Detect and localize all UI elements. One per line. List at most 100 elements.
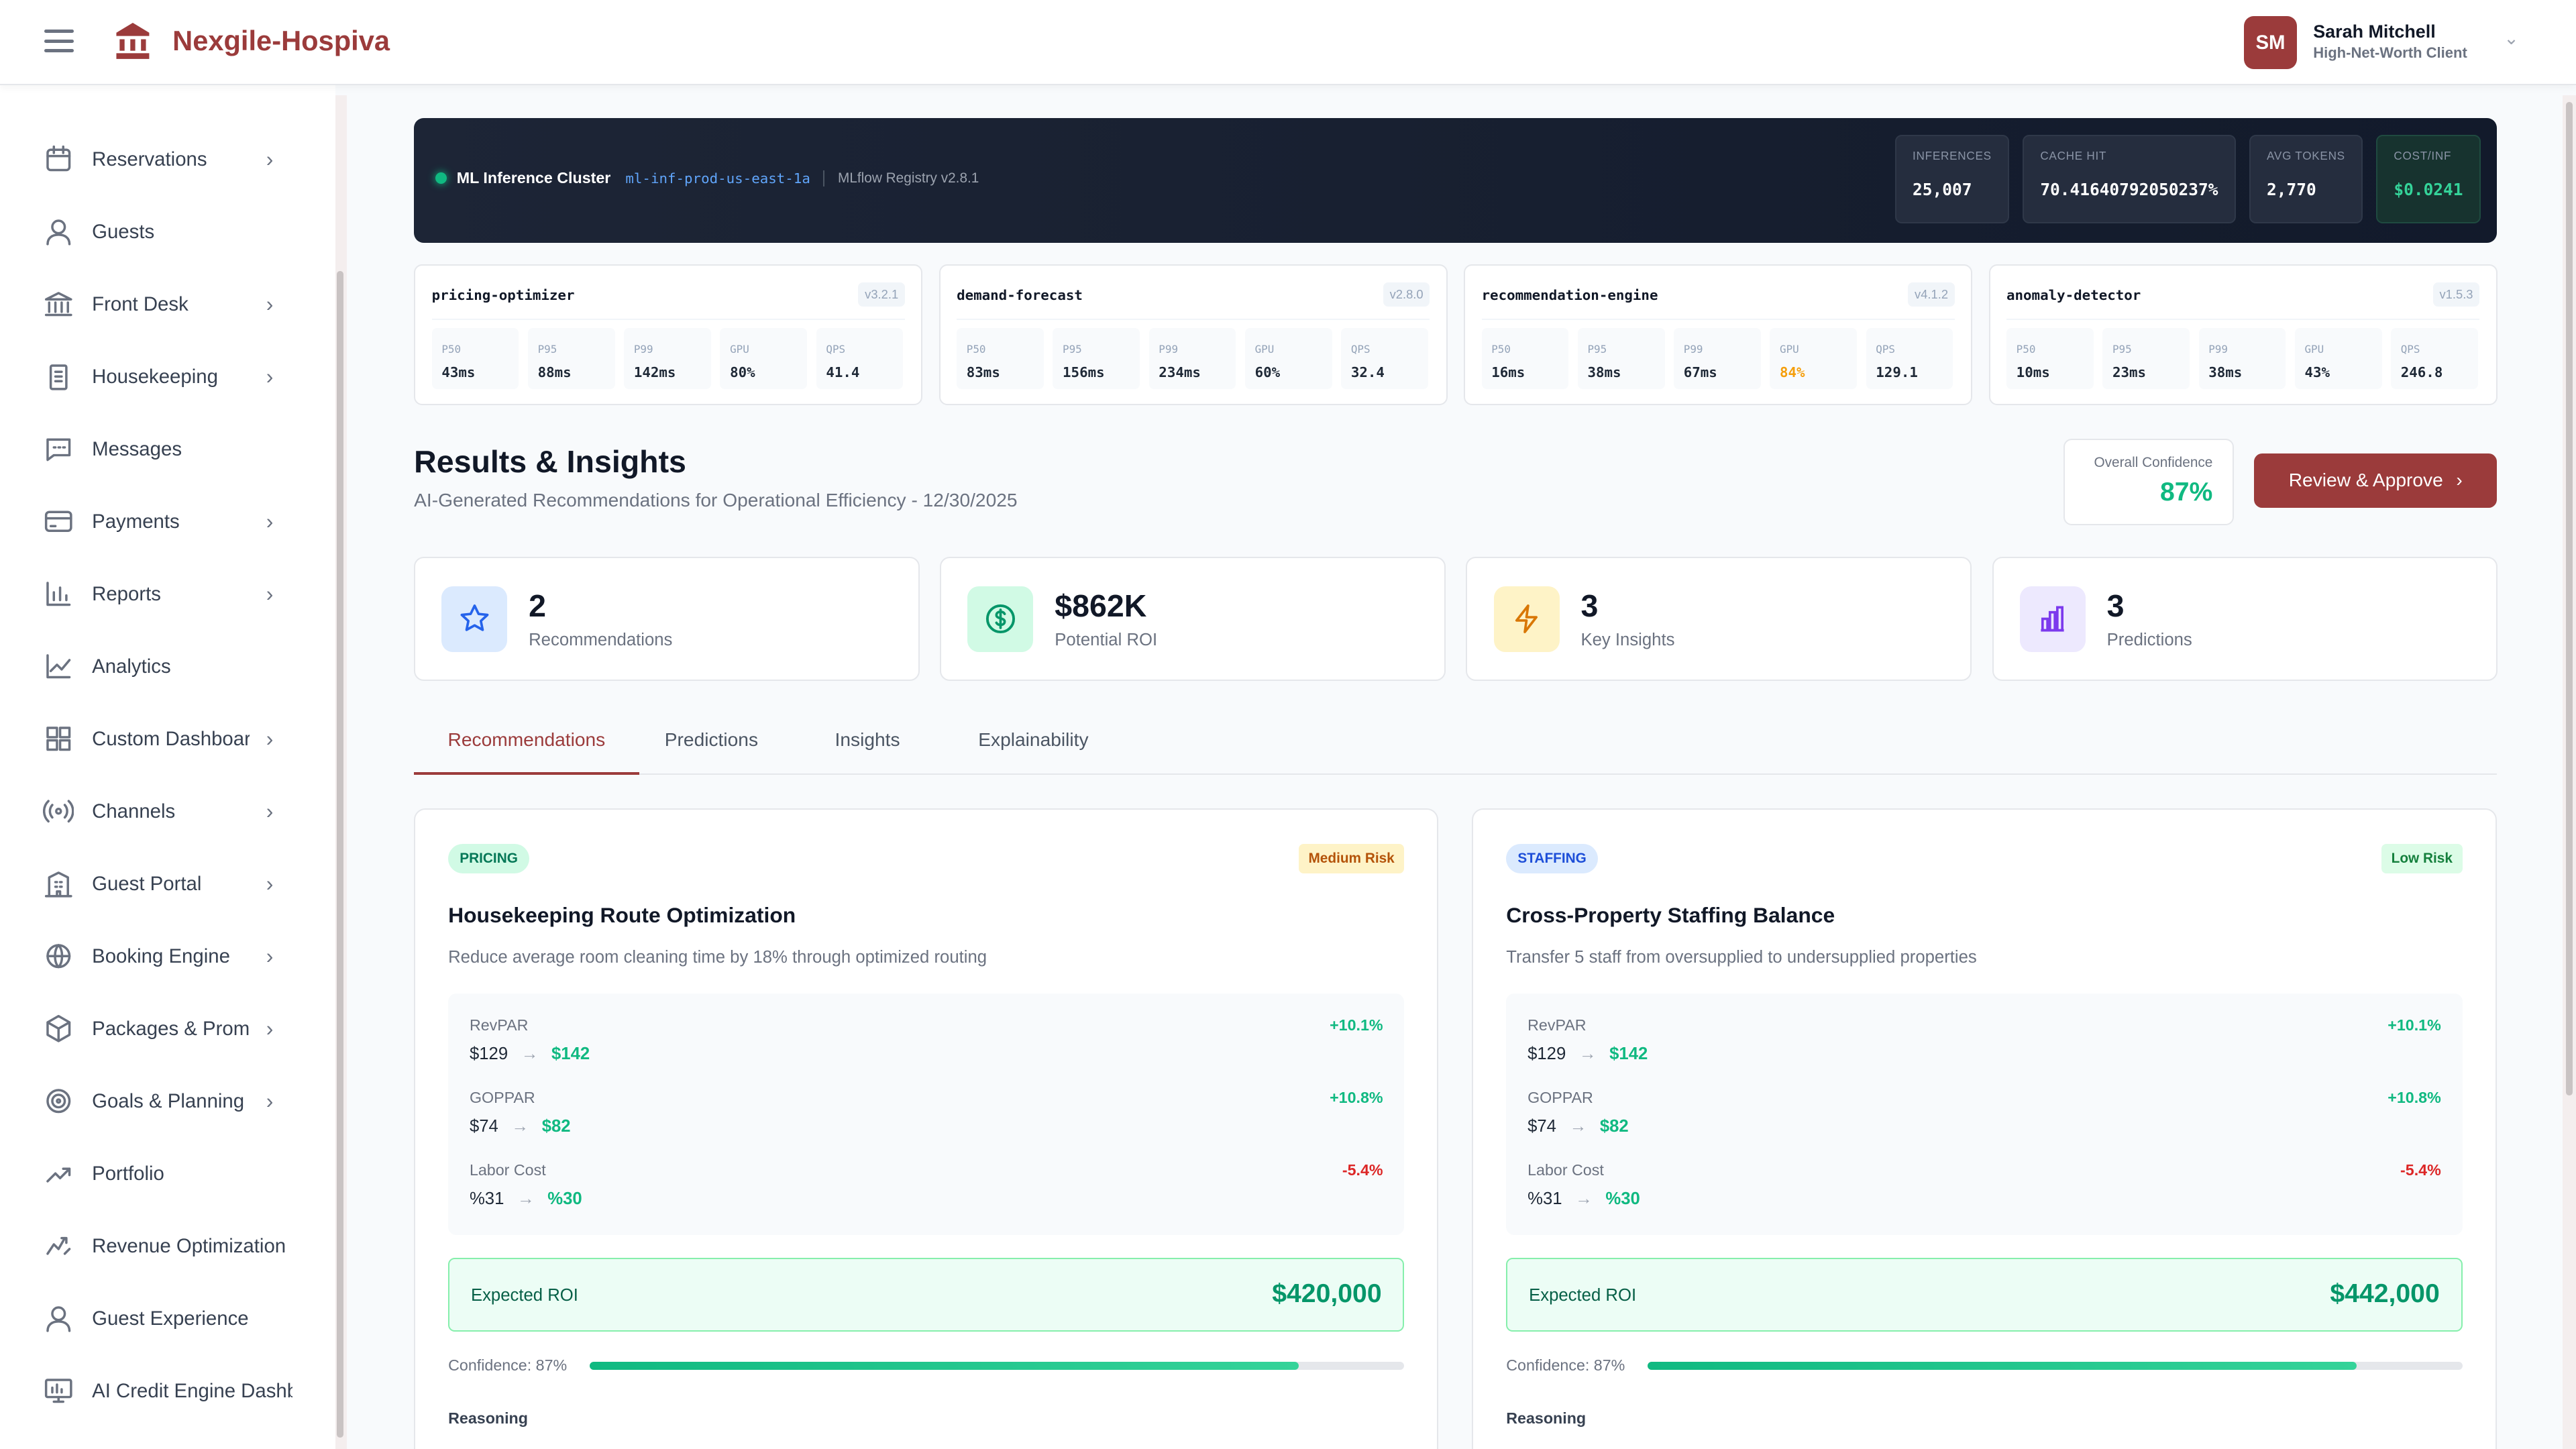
confidence-value: 87% xyxy=(2159,478,2213,507)
metric-value: 16ms xyxy=(1491,364,1525,381)
metric-label: P50 xyxy=(2016,343,2036,356)
stat-label: COST/INF xyxy=(2394,149,2452,163)
metric-label: QPS xyxy=(826,343,846,356)
confidence-bar xyxy=(1647,1361,2463,1370)
sidebar-item-reports[interactable]: Reports › xyxy=(43,574,292,614)
tab-recommendations[interactable]: Recommendations xyxy=(414,729,639,775)
stat-value: $0.0241 xyxy=(2394,179,2463,199)
sidebar-item-messages[interactable]: Messages xyxy=(43,429,292,469)
grid-icon xyxy=(46,727,70,751)
metric-from: %31 xyxy=(1527,1189,1562,1208)
cluster-stat-cost-inf: COST/INF $0.0241 xyxy=(2375,134,2481,224)
sidebar-item-label: Goals & Planning xyxy=(92,1089,245,1112)
chevron-down-icon[interactable]: ⌄ xyxy=(2504,28,2519,48)
sidebar-item-label: Guest Experience xyxy=(92,1307,249,1330)
model-card[interactable]: recommendation-engine v4.1.2 P50 16ms P95 38m… xyxy=(1464,264,1973,405)
metric-value: 38ms xyxy=(1587,364,1621,381)
review-approve-label: Review & Approve xyxy=(2288,470,2443,491)
sidebar-item-label: Revenue Optimization xyxy=(92,1234,286,1257)
metric-value: 88ms xyxy=(537,364,572,381)
brand-name[interactable]: Nexgile-Hospiva xyxy=(172,24,390,56)
metric-to: $142 xyxy=(1609,1044,1648,1064)
message-icon xyxy=(46,438,70,462)
cluster-stat-cache-hit: CACHE HIT 70.41640792050237% xyxy=(2022,134,2236,224)
recommendation-card: STAFFING Low Risk Cross-Property Staffin… xyxy=(1472,808,2497,1449)
hamburger-menu-icon[interactable] xyxy=(44,30,74,53)
confidence-bar-fill xyxy=(589,1361,1299,1370)
model-name: demand-forecast xyxy=(957,287,1083,304)
model-metric: P95 23ms xyxy=(2102,328,2190,389)
model-metric: P95 156ms xyxy=(1053,328,1140,389)
tab-explainability[interactable]: Explainability xyxy=(978,729,1089,751)
metric-label: P50 xyxy=(1491,343,1511,356)
metric-change: +10.8% xyxy=(2387,1089,2441,1107)
tab-predictions[interactable]: Predictions xyxy=(664,729,759,751)
metric-value: 43% xyxy=(2304,364,2330,381)
credit-card-icon xyxy=(44,511,72,533)
sidebar-item-revenue-optimization[interactable]: Revenue Optimization xyxy=(43,1226,292,1266)
metric-value: 84% xyxy=(1780,364,1805,381)
metric-row: GOPPAR +10.8% $74 → $82 xyxy=(1527,1089,2441,1155)
sidebar-item-goals-planning[interactable]: Goals & Planning › xyxy=(43,1081,292,1121)
model-metric: GPU 43% xyxy=(2294,328,2382,389)
metric-label: GPU xyxy=(1254,343,1275,356)
user-icon xyxy=(46,1306,70,1332)
divider xyxy=(2006,318,2480,321)
bank-logo-icon xyxy=(116,23,150,60)
metric-to: %30 xyxy=(547,1189,582,1208)
review-approve-button[interactable]: Review & Approve › xyxy=(2254,453,2498,508)
sidebar-item-payments[interactable]: Payments › xyxy=(43,502,292,541)
sidebar-item-housekeeping[interactable]: Housekeeping › xyxy=(43,357,292,396)
model-card[interactable]: anomaly-detector v1.5.3 P50 10ms P95 23ms P99 3… xyxy=(1988,264,2498,405)
model-metric: QPS 41.4 xyxy=(816,328,904,389)
sidebar-scrollbar-thumb[interactable] xyxy=(337,271,343,1438)
metric-row: Labor Cost -5.4% %31 → %30 xyxy=(1527,1161,2441,1227)
page-subtitle: AI-Generated Recommendations for Operati… xyxy=(414,489,1018,511)
metric-label: P50 xyxy=(441,343,462,356)
trending-icon xyxy=(46,1237,70,1255)
metric-label: QPS xyxy=(1350,343,1371,356)
recommendation-title: Housekeeping Route Optimization xyxy=(448,903,796,928)
main-scrollbar-thumb[interactable] xyxy=(2566,101,2573,1096)
model-metric: P99 38ms xyxy=(2198,328,2286,389)
metric-label: GPU xyxy=(2304,343,2324,356)
chevron-right-icon: › xyxy=(266,871,274,896)
roi-label: Expected ROI xyxy=(470,1285,578,1305)
metric-label: P95 xyxy=(1587,343,1607,356)
sidebar-item-guests[interactable]: Guests xyxy=(43,212,292,252)
stat-value: 70.41640792050237% xyxy=(2040,179,2218,199)
user-icon xyxy=(46,219,70,246)
sidebar-item-front-desk[interactable]: Front Desk › xyxy=(43,284,292,324)
line-chart-icon xyxy=(46,654,70,679)
metric-row: GOPPAR +10.8% $74 → $82 xyxy=(470,1089,1383,1155)
sidebar-item-custom-dashboard[interactable]: Custom Dashboard › xyxy=(43,719,292,759)
sidebar-item-guest-experience[interactable]: Guest Experience xyxy=(43,1299,292,1338)
sidebar-item-ai-credit-engine-dashboard[interactable]: AI Credit Engine Dashboard xyxy=(43,1371,292,1411)
target-icon xyxy=(46,1089,70,1114)
metric-from: $129 xyxy=(1527,1044,1566,1064)
sidebar-item-reservations[interactable]: Reservations › xyxy=(43,140,292,179)
avatar[interactable]: SM xyxy=(2244,16,2297,69)
model-card[interactable]: demand-forecast v2.8.0 P50 83ms P95 156ms P99 2… xyxy=(938,264,1448,405)
metric-row: RevPAR +10.1% $129 → $142 xyxy=(1527,1016,2441,1082)
sidebar-item-analytics[interactable]: Analytics xyxy=(43,647,292,686)
confidence-text: Confidence: 87% xyxy=(448,1356,568,1375)
sidebar-item-packages-promotions[interactable]: Packages & Promotions › xyxy=(43,1009,292,1049)
sidebar-item-guest-portal[interactable]: Guest Portal › xyxy=(43,864,292,904)
sidebar-item-label: Portfolio xyxy=(92,1162,164,1185)
sidebar-item-booking-engine[interactable]: Booking Engine › xyxy=(43,936,292,976)
recommendation-description: Reduce average room cleaning time by 18%… xyxy=(448,947,987,967)
metric-to: $142 xyxy=(551,1044,590,1064)
tab-insights[interactable]: Insights xyxy=(835,729,900,751)
chevron-right-icon: › xyxy=(266,582,274,606)
metrics-box: RevPAR +10.1% $129 → $142 GOPPAR +10.8% $74 → $82… xyxy=(448,994,1405,1236)
sidebar-item-channels[interactable]: Channels › xyxy=(42,792,292,831)
sidebar-item-portfolio[interactable]: Portfolio xyxy=(43,1154,292,1193)
metric-value: 23ms xyxy=(2112,364,2147,381)
cluster-header: ML Inference Cluster ml-inf-prod-us-east… xyxy=(435,169,979,187)
model-card[interactable]: pricing-optimizer v3.2.1 P50 43ms P95 88ms P99… xyxy=(414,264,923,405)
summary-value: $862K xyxy=(1055,588,1147,624)
summary-card: 2 Recommendations xyxy=(414,557,920,682)
expected-roi: Expected ROI $442,000 xyxy=(1506,1258,2463,1332)
sidebar-item-label: Reservations xyxy=(92,148,207,170)
